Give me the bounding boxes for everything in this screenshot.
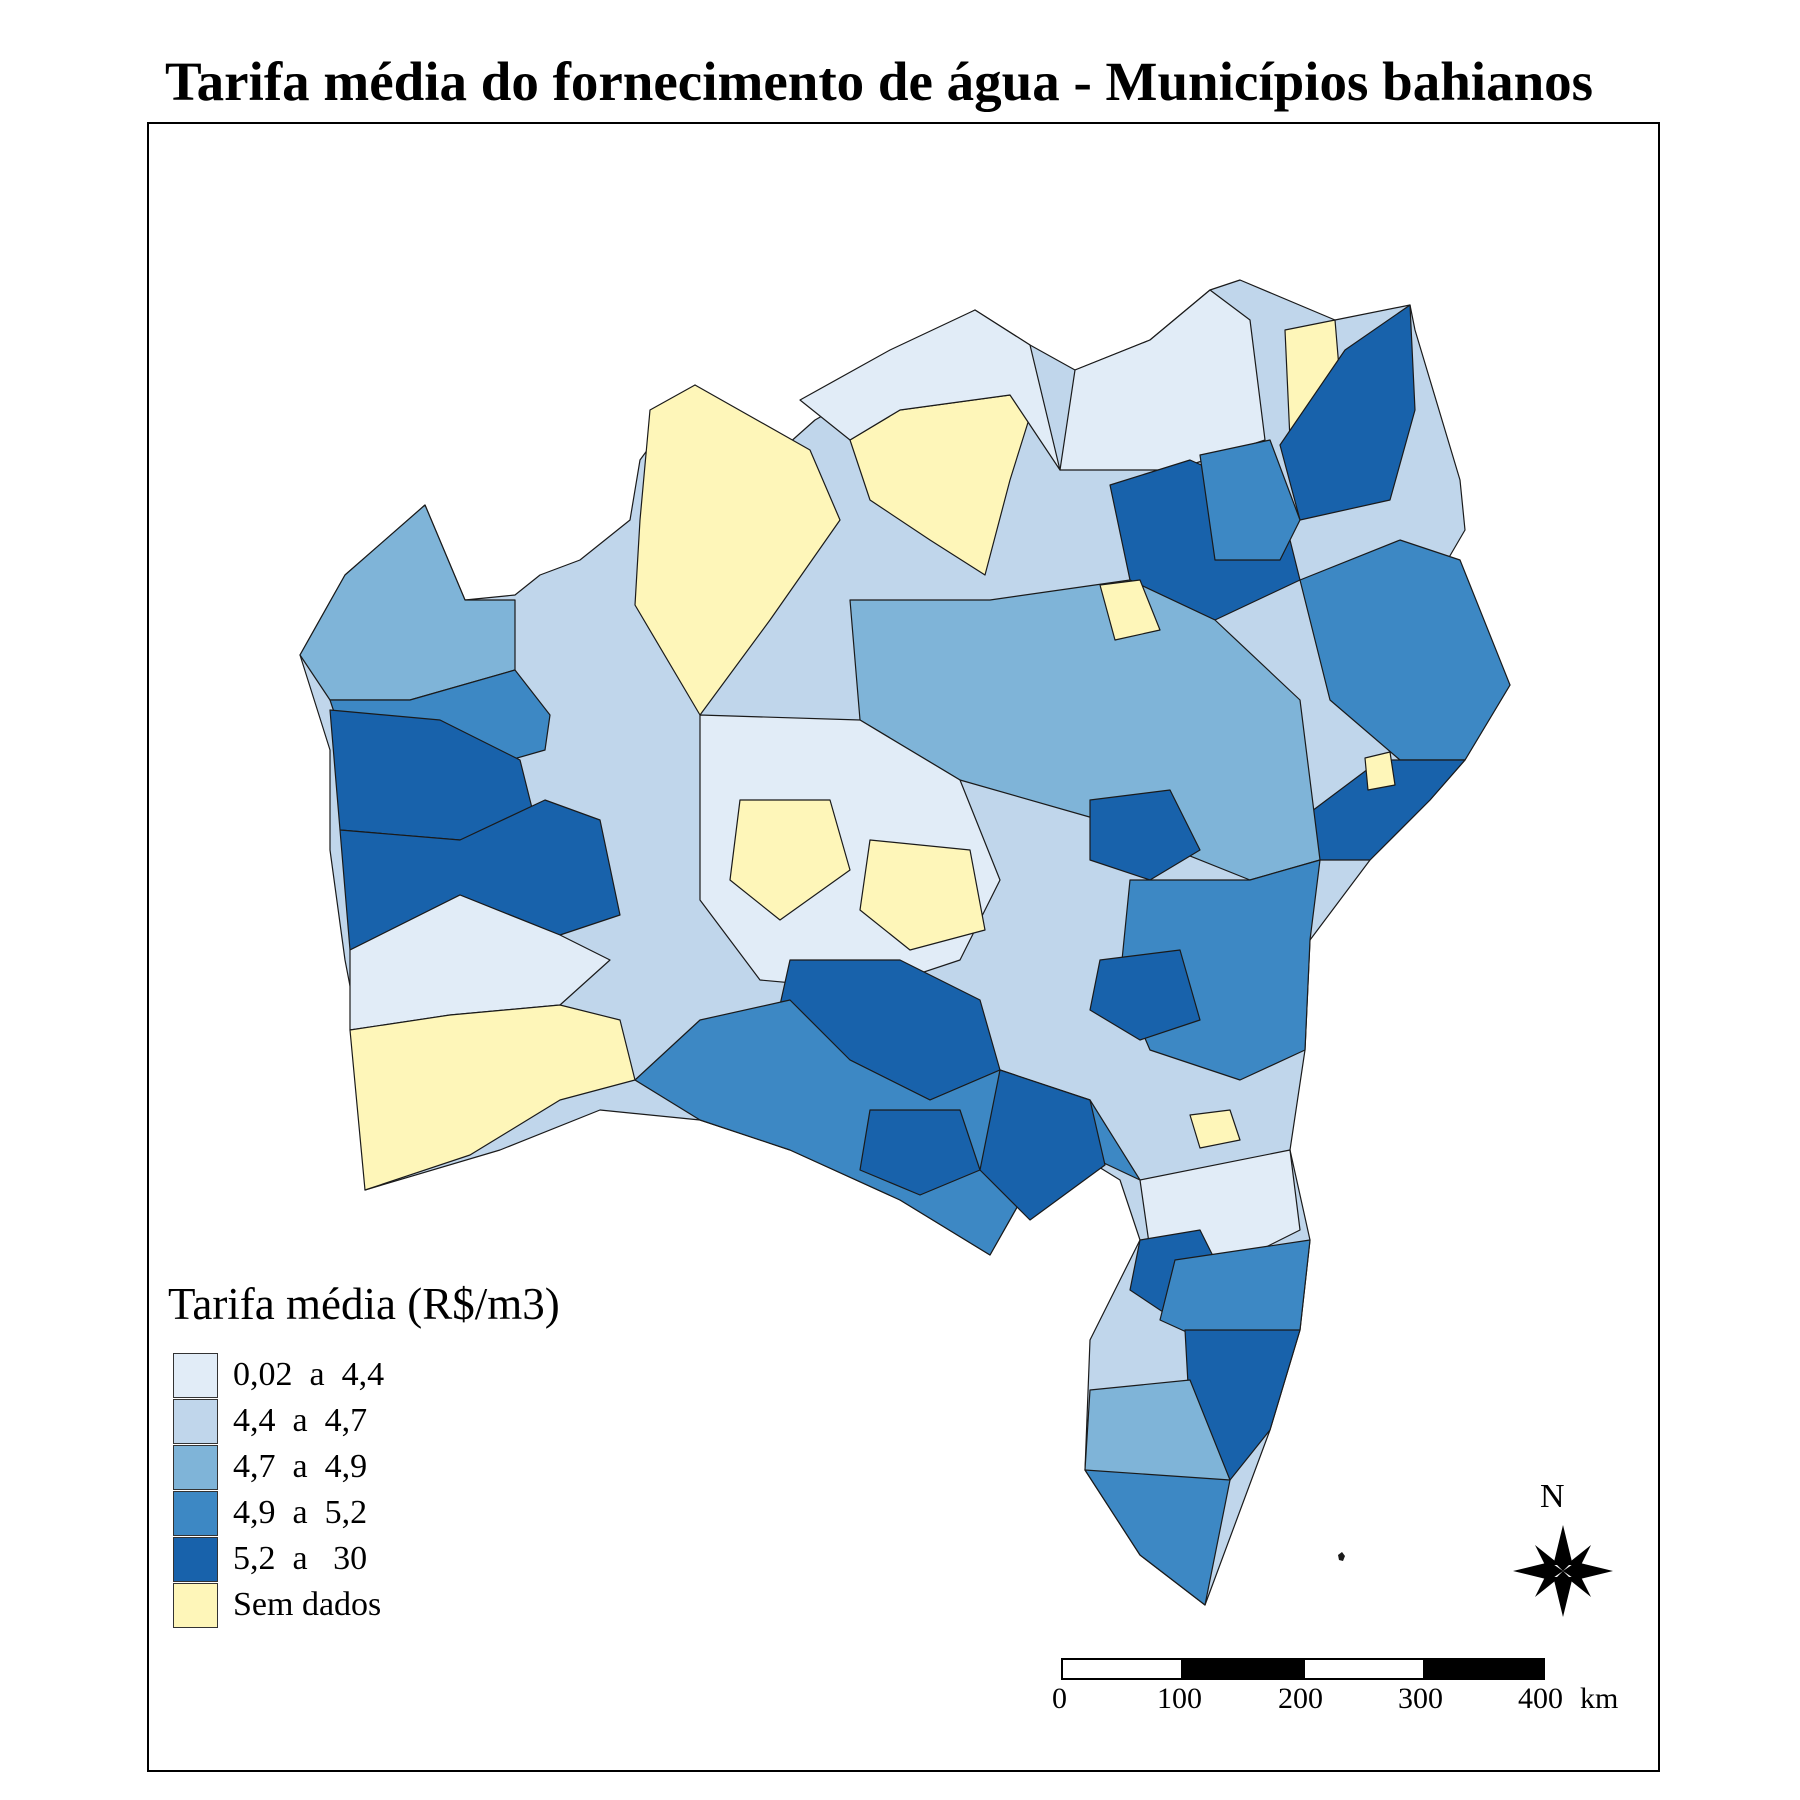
region-center-nodata [729, 799, 851, 921]
legend-item: 4,7 a 4,9 [173, 1444, 367, 1490]
region-nodata-small-1 [1364, 751, 1396, 791]
legend-item: 5,2 a 30 [173, 1536, 367, 1582]
region-south-center-dark [979, 1069, 1106, 1221]
legend-swatch [173, 1582, 218, 1628]
region-recôncavo-dark [1089, 949, 1201, 1041]
scale-tick-label: 200 [1278, 1682, 1323, 1715]
scale-tick-label: 0 [1052, 1682, 1067, 1715]
region-center-nodata-2 [859, 839, 986, 951]
legend-swatch [173, 1444, 218, 1490]
scale-tick-label: 300 [1398, 1682, 1443, 1715]
region-south-dark [859, 1109, 981, 1196]
legend-label: Sem dados [233, 1586, 382, 1623]
legend-label: 4,4 a 4,7 [233, 1402, 368, 1439]
legend-label: 4,9 a 5,2 [233, 1494, 368, 1531]
legend-swatch [173, 1490, 218, 1536]
region-center-east-dark [1089, 789, 1201, 881]
map-frame [147, 122, 1660, 1772]
legend-item: 4,4 a 4,7 [173, 1398, 367, 1444]
scale-tick-label: 400 [1518, 1682, 1563, 1715]
region-north-east-light [1059, 289, 1266, 471]
legend-title: Tarifa média (R$/m3) [168, 1279, 560, 1329]
region-east-coast-mid [1299, 539, 1511, 761]
scale-unit-label: km [1580, 1682, 1619, 1715]
legend-label: 0,02 a 4,4 [233, 1356, 385, 1393]
compass-star-icon [1513, 1525, 1613, 1617]
map-title: Tarifa média do fornecimento de água - M… [165, 51, 1594, 112]
legend-item: Sem dados [173, 1582, 381, 1628]
region-nodata-small-3 [1099, 579, 1161, 641]
region-north-nodata [634, 384, 841, 716]
legend-swatch [173, 1536, 218, 1582]
region-center-north-mid [1199, 439, 1301, 561]
region-west-top [299, 504, 516, 701]
legend-swatch [173, 1352, 218, 1398]
north-label: N [1540, 1478, 1565, 1515]
region-extreme-south-mid [1084, 1469, 1231, 1606]
scale-bar [1061, 1658, 1545, 1680]
legend-item: 4,9 a 5,2 [173, 1490, 367, 1536]
legend-label: 5,2 a 30 [233, 1540, 368, 1577]
region-northeast-dark [1279, 304, 1416, 521]
legend-swatch [173, 1398, 218, 1444]
region-nodata-small-2 [1189, 1109, 1241, 1149]
legend-label: 4,7 a 4,9 [233, 1448, 368, 1485]
island-marker [1338, 1552, 1345, 1561]
scale-tick-label: 100 [1157, 1682, 1202, 1715]
legend-item: 0,02 a 4,4 [173, 1352, 384, 1398]
